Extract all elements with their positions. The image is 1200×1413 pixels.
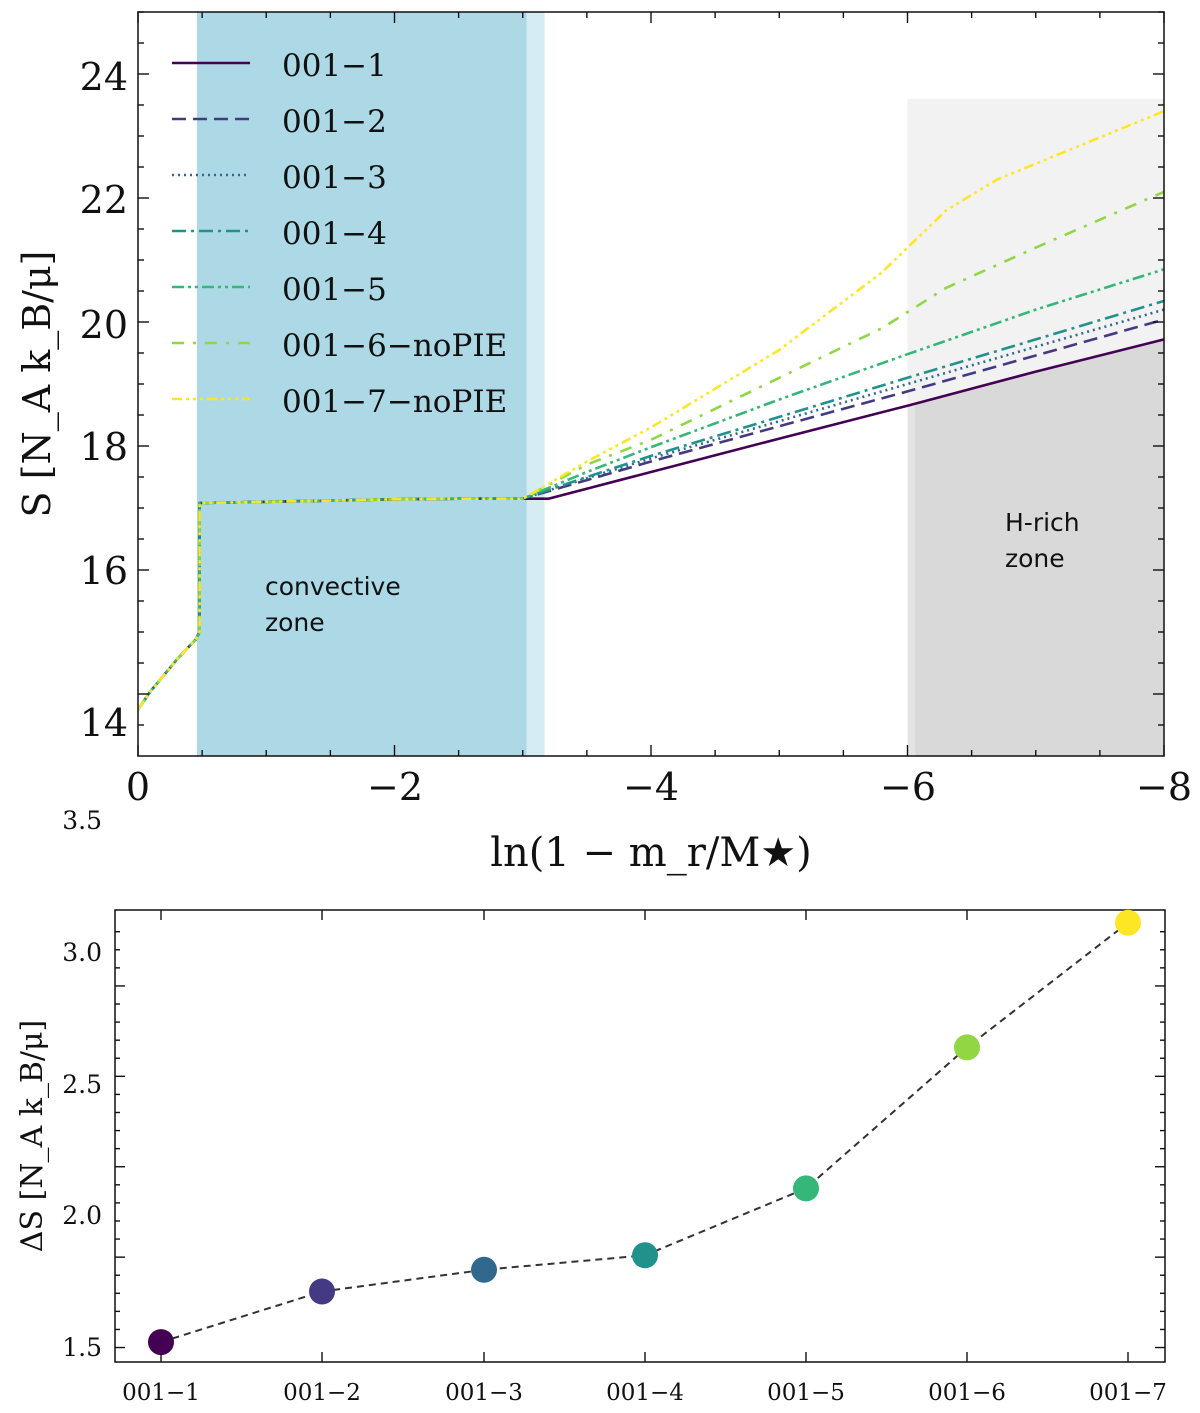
x-tick-label: −8 [1136, 765, 1192, 809]
x-tick-label: 001−6 [928, 1380, 1006, 1406]
entropy-profile-chart: 0 −2 −4 −6 −8 14 16 18 20 22 24 ln(1 − m… [15, 11, 1192, 876]
x-tick-label: 001−7 [1089, 1380, 1167, 1406]
convective-zone [196, 12, 527, 756]
legend-label: 001−5 [282, 272, 387, 308]
data-point-001−5 [793, 1175, 819, 1202]
convective-zone-label-line2: zone [265, 608, 325, 637]
legend-label: 001−6−noPIE [282, 328, 507, 364]
data-point-001−3 [471, 1256, 497, 1283]
y-tick-label: 24 [80, 55, 128, 99]
y-tick-label: 18 [80, 425, 128, 469]
x-tick-label: −2 [367, 765, 423, 809]
y-tick-label: 14 [80, 701, 128, 745]
x-tick-label: −6 [880, 765, 936, 809]
y-tick-label: 3.5 [62, 806, 102, 835]
legend: 001−1 001−2 001−3 001−4 001−5 001−6−noPI… [172, 48, 507, 420]
data-point-001−6 [954, 1034, 980, 1061]
legend-label: 001−1 [282, 48, 387, 84]
legend-label: 001−2 [282, 104, 387, 140]
y-tick-label: 2.0 [62, 1201, 102, 1230]
plot-frame [137, 11, 1165, 757]
axis-ticks [115, 910, 1165, 1362]
x-tick-label: −4 [623, 765, 679, 809]
y-tick-label: 2.5 [62, 1070, 102, 1099]
y-tick-label: 16 [80, 549, 128, 593]
legend-label: 001−7−noPIE [282, 384, 507, 420]
data-point-001−7 [1115, 909, 1141, 936]
x-tick-label: 001−2 [283, 1380, 361, 1406]
shaded-regions [196, 12, 1164, 756]
plot-frame [114, 909, 1166, 1363]
data-point-001−1 [148, 1329, 174, 1356]
delta-entropy-chart: 1.5 2.0 2.5 3.0 3.5 001−1 001−2 001−3 00… [15, 806, 1167, 1406]
y-tick-label: 22 [80, 178, 128, 222]
legend-label: 001−4 [282, 216, 387, 252]
legend-label: 001−3 [282, 160, 387, 196]
y-tick-label: 20 [80, 303, 128, 347]
y-axis-label: ΔS [N_A k_B/μ] [15, 1020, 50, 1252]
data-point-001−2 [309, 1278, 335, 1305]
data-point-001−4 [632, 1242, 658, 1269]
h-rich-zone-label-line2: zone [1005, 544, 1065, 573]
x-tick-label: 001−1 [122, 1380, 200, 1406]
y-tick-label: 3.0 [62, 938, 102, 967]
x-tick-label: 0 [126, 765, 150, 809]
x-tick-label: 001−5 [767, 1380, 845, 1406]
convective-zone-label-line1: convective [265, 572, 401, 601]
h-rich-zone-label-line1: H-rich [1005, 508, 1080, 537]
x-tick-label: 001−4 [606, 1380, 684, 1406]
connector-line [160, 921, 1129, 1344]
x-tick-label: 001−3 [445, 1380, 523, 1406]
data-points [148, 909, 1141, 1356]
h-rich-zone [915, 339, 1164, 756]
series-lines [138, 109, 1164, 711]
y-tick-label: 1.5 [62, 1333, 102, 1362]
x-axis-label: ln(1 − m_r/M★) [490, 830, 812, 876]
series-line-001−7−noPIE [138, 109, 1164, 711]
y-axis-label: S [N_A k_B/μ] [15, 251, 60, 518]
